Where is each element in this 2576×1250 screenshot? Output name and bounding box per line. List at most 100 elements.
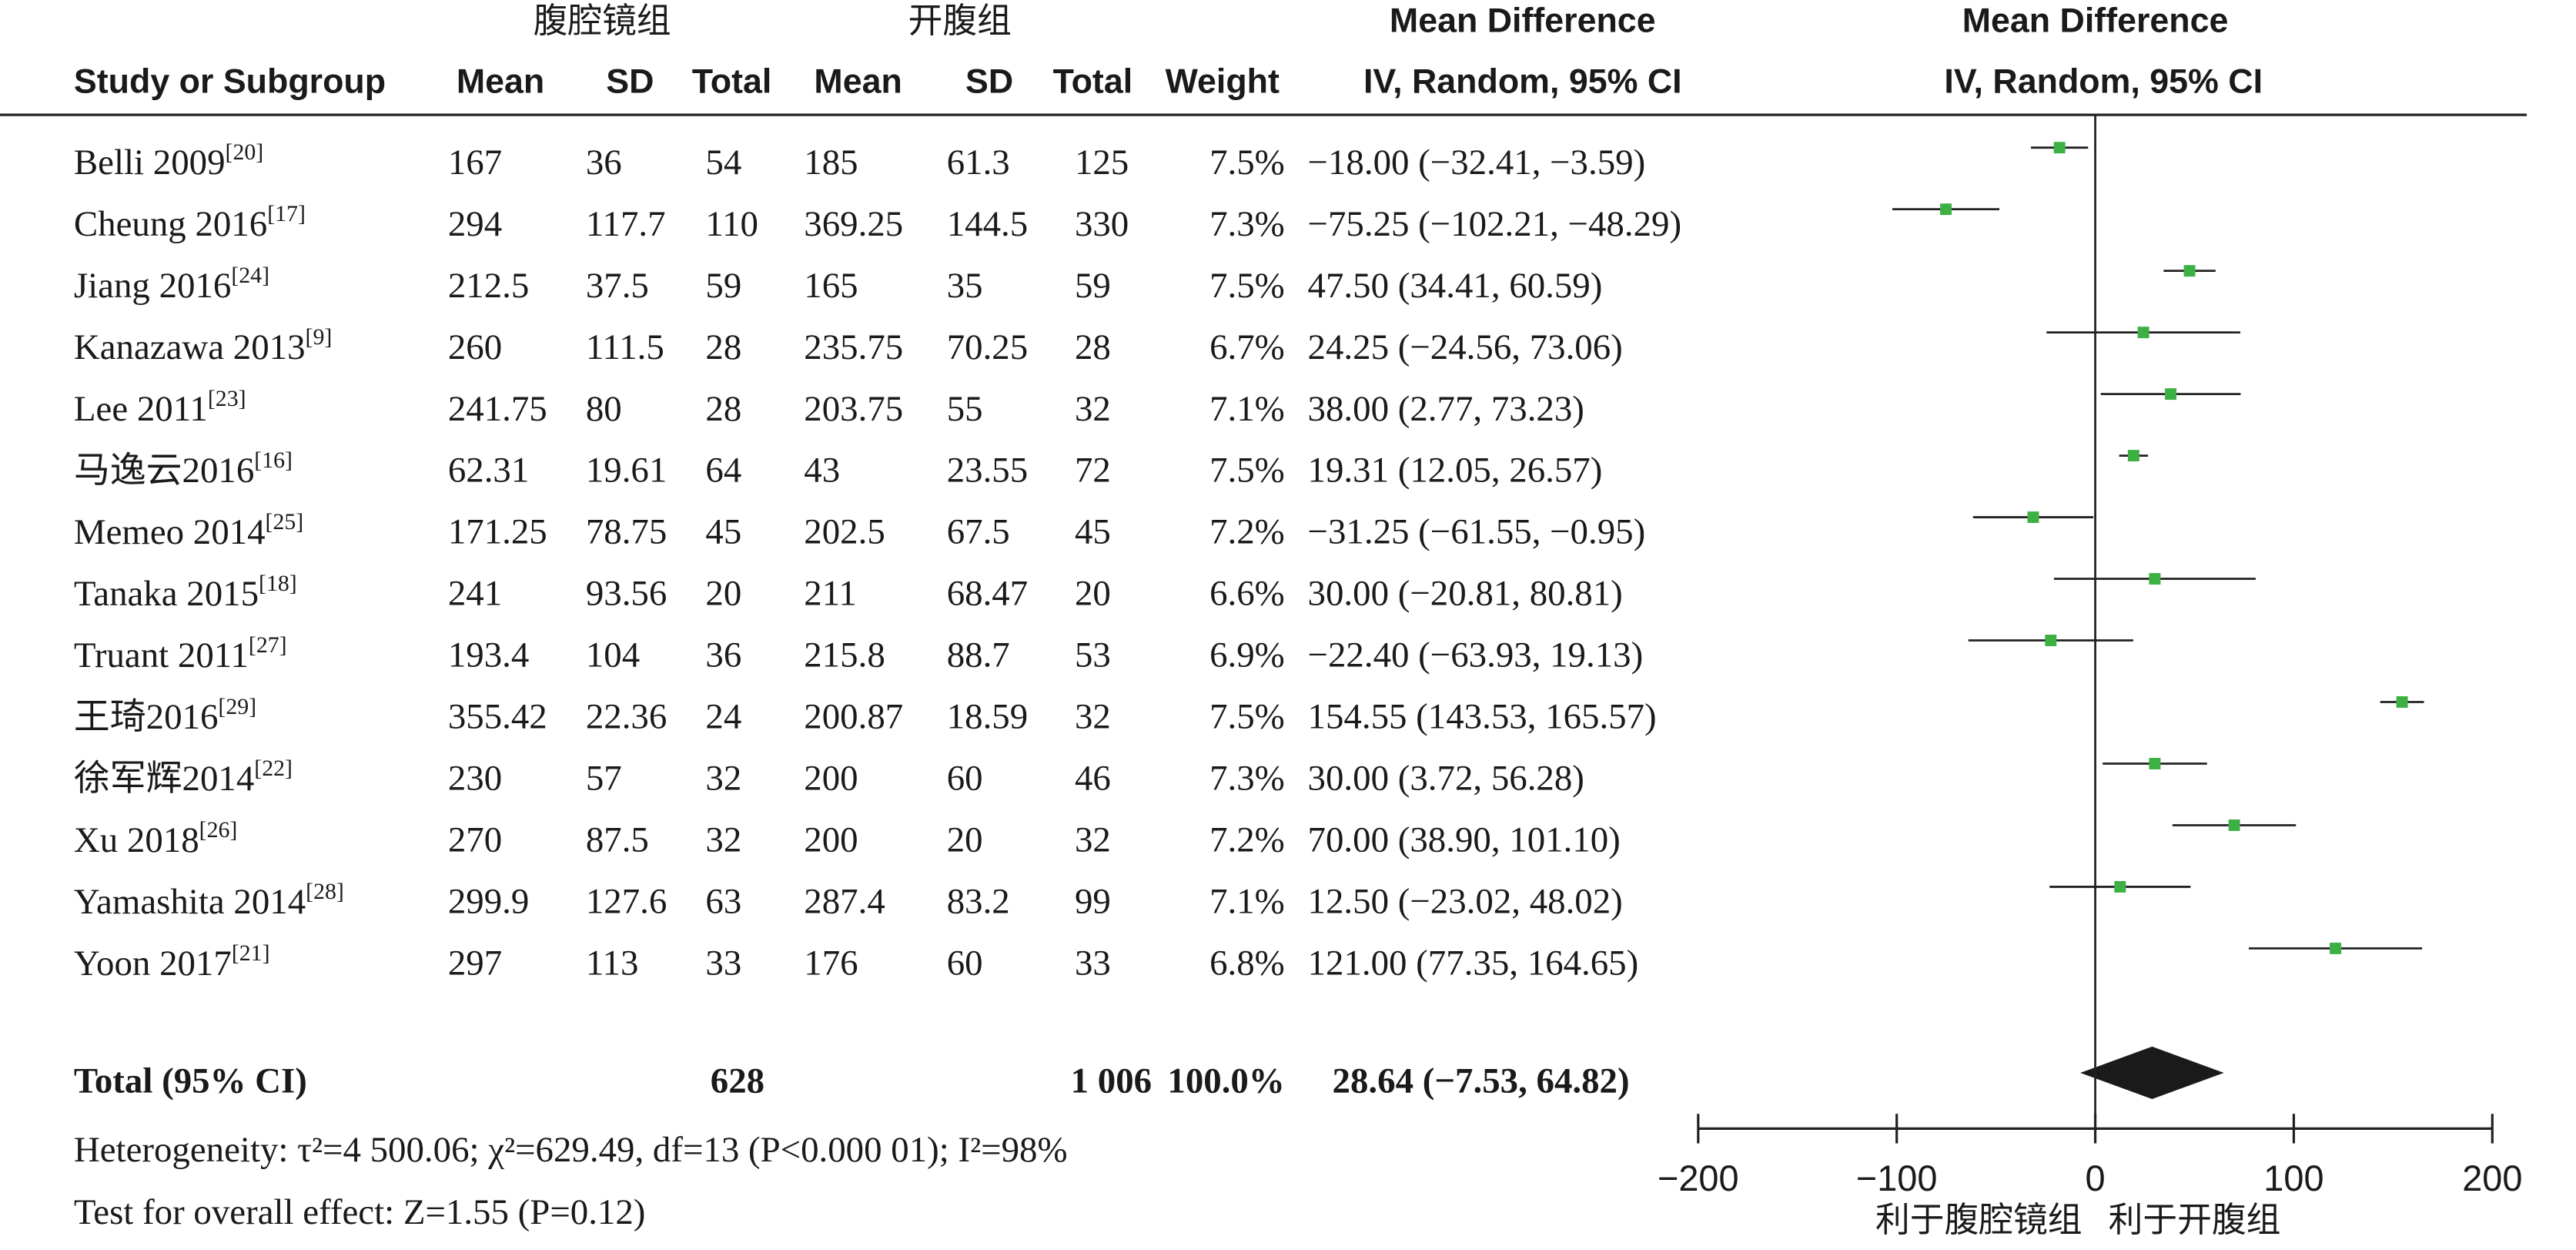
study-name: 徐军辉2014[22] [74,756,293,799]
table-cell: 113 [586,943,639,984]
study-name-text: Cheung 2016 [74,204,267,244]
table-cell: 104 [586,635,640,675]
table-cell: 36 [705,635,741,675]
table-cell: 72 [1075,451,1111,491]
table-cell: 355.42 [448,697,547,737]
table-cell: 20 [947,820,983,860]
table-cell: 35 [947,266,983,306]
study-ref: [16] [254,447,293,473]
x-tick-label: −100 [1856,1158,1938,1198]
table-cell: 212.5 [448,266,529,306]
table-cell: 28 [705,327,741,367]
table-cell: 32 [1075,389,1111,429]
column-header: Mean [457,62,544,100]
table-cell: 215.8 [804,635,885,675]
table-cell: 55 [947,389,983,429]
ci-label: −22.40 (−63.93, 19.13) [1308,635,1644,675]
ci-label: −31.25 (−61.55, −0.95) [1308,512,1646,552]
study-name: Cheung 2016[17] [74,201,306,244]
column-header: Weight [1166,62,1280,100]
table-cell: 110 [705,204,758,244]
study-ref: [17] [267,201,306,226]
study-name-text: Belli 2009 [74,142,226,183]
table-cell: 28 [1075,327,1111,367]
study-name: Memeo 2014[25] [74,509,303,552]
group-header: 腹腔镜组 [534,0,671,41]
ci-label: −18.00 (−32.41, −3.59) [1308,142,1646,183]
table-cell: 260 [448,327,502,367]
total-weight: 100.0% [1167,1061,1284,1101]
table-cell: 176 [804,943,858,984]
table-cell: 93.56 [586,574,667,614]
ci-label: −75.25 (−102.21, −48.29) [1308,204,1682,244]
x-tick-label: −200 [1658,1158,1739,1198]
study-name-text: Kanazawa 2013 [74,327,306,367]
table-cell: 7.1% [1209,389,1285,429]
table-cell: 111.5 [586,327,664,367]
table-cell: 45 [1075,512,1111,552]
study-name: 王琦2016[29] [74,694,256,737]
x-tick-label: 100 [2263,1158,2323,1198]
table-cell: 165 [804,266,858,306]
study-name: 马逸云2016[16] [74,447,293,491]
ci-label: 38.00 (2.77, 73.23) [1308,389,1584,429]
table-cell: 32 [705,820,741,860]
total-ci-label: 28.64 (−7.53, 64.82) [1333,1061,1630,1101]
table-cell: 88.7 [947,635,1010,675]
table-cell: 297 [448,943,502,984]
table-cell: 230 [448,759,502,799]
table-cell: 203.75 [804,389,903,429]
table-cell: 64 [705,451,741,491]
table-cell: 6.7% [1209,327,1285,367]
table-cell: 37.5 [586,266,649,306]
table-cell: 6.8% [1209,943,1285,984]
table-cell: 171.25 [448,512,547,552]
x-tick-label: 0 [2086,1158,2106,1198]
table-cell: 7.3% [1209,204,1285,244]
table-cell: 200 [804,759,858,799]
study-ref: [20] [226,139,264,165]
effect-header: Mean Difference [1390,2,1656,40]
column-header: Total [692,62,772,100]
column-header: Study or Subgroup [74,62,386,100]
table-cell: 33 [705,943,741,984]
study-ref: [22] [254,756,293,781]
table-cell: 7.5% [1209,451,1285,491]
effect-square [1940,203,1952,216]
ci-label: 70.00 (38.90, 101.10) [1308,820,1621,860]
table-cell: 28 [705,389,741,429]
table-cell: 32 [705,759,741,799]
effect-square [2137,327,2149,339]
group-header: 开腹组 [908,0,1012,41]
study-ref: [27] [249,632,287,658]
table-cell: 125 [1075,142,1129,183]
table-cell: 53 [1075,635,1111,675]
heterogeneity: Heterogeneity: τ²=4 500.06; χ²=629.49, d… [74,1130,1068,1170]
table-cell: 80 [586,389,622,429]
table-cell: 33 [1075,943,1111,984]
study-ref: [26] [199,817,238,843]
column-header: SD [965,62,1013,100]
table-cell: 7.5% [1209,697,1285,737]
table-cell: 59 [705,266,741,306]
effect-square [2149,573,2161,585]
column-header: SD [606,62,654,100]
table-cell: 6.9% [1209,635,1285,675]
table-cell: 20 [705,574,741,614]
study-name-text: 王琦2016 [74,697,218,737]
table-cell: 19.61 [586,451,667,491]
effect-square [2149,758,2161,769]
table-cell: 68.47 [947,574,1028,614]
column-header: Mean [814,62,902,100]
study-name-text: Jiang 2016 [74,266,231,306]
table-cell: 6.6% [1209,574,1285,614]
table-cell: 87.5 [586,820,649,860]
effect-square [2330,942,2342,954]
table-cell: 57 [586,759,622,799]
study-name-text: Tanaka 2015 [74,574,259,614]
ci-label: 24.25 (−24.56, 73.06) [1308,327,1623,367]
ci-label: 19.31 (12.05, 26.57) [1308,451,1603,491]
table-cell: 45 [705,512,741,552]
table-cell: 294 [448,204,502,244]
